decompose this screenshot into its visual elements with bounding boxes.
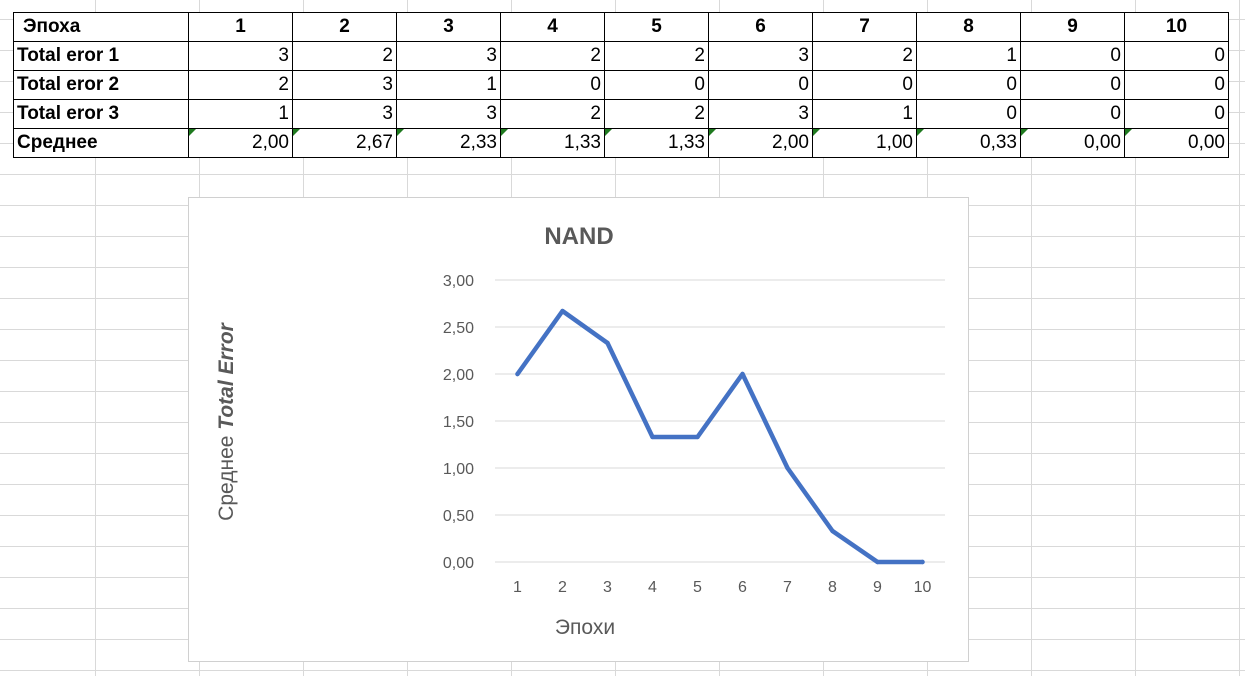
- table-cell[interactable]: 2: [292, 41, 397, 71]
- data-point[interactable]: [560, 308, 565, 314]
- x-tick-label: 1: [513, 579, 522, 596]
- table-cell[interactable]: 1,33: [604, 128, 709, 158]
- table-cell[interactable]: 0: [1020, 99, 1125, 129]
- table-cell[interactable]: 2,33: [396, 128, 501, 158]
- header-row: Эпоха 1 2 3 4 5 6 7 8 9 10: [13, 12, 1229, 42]
- data-point[interactable]: [920, 559, 925, 565]
- data-table: Эпоха 1 2 3 4 5 6 7 8 9 10 Total eror 1 3 2 3 2 2 3 2 1 0 0 To…: [13, 12, 1229, 158]
- table-cell[interactable]: 0,00: [1124, 128, 1229, 158]
- x-tick-label: 9: [873, 579, 882, 596]
- table-cell[interactable]: 2,00: [708, 128, 813, 158]
- row-label[interactable]: Total eror 1: [13, 41, 189, 71]
- data-point[interactable]: [650, 434, 655, 440]
- x-tick-label: 8: [828, 579, 837, 596]
- table-cell[interactable]: 1,33: [500, 128, 605, 158]
- table-cell[interactable]: 0: [604, 70, 709, 100]
- y-axis-title-prefix: Среднее: [215, 430, 238, 521]
- y-tick-label: 2,50: [443, 320, 474, 337]
- header-cell-3[interactable]: 3: [396, 12, 501, 42]
- header-cell-7[interactable]: 7: [812, 12, 917, 42]
- y-tick-label: 0,00: [443, 555, 474, 572]
- x-tick-label: 5: [693, 579, 702, 596]
- chart-container[interactable]: NAND 0,00 0,50 1,00 1,50 2,00 2,50 3,00 1 2 3 4 5 6 7 8…: [188, 197, 969, 662]
- x-tick-label: 7: [783, 579, 792, 596]
- data-point[interactable]: [695, 434, 700, 440]
- table-cell[interactable]: 0: [1124, 99, 1229, 129]
- table-cell[interactable]: 3: [188, 41, 293, 71]
- table-cell[interactable]: 2: [500, 99, 605, 129]
- header-cell-1[interactable]: 1: [188, 12, 293, 42]
- header-cell-2[interactable]: 2: [292, 12, 397, 42]
- table-cell[interactable]: 0: [916, 99, 1021, 129]
- data-point[interactable]: [875, 559, 880, 565]
- table-cell[interactable]: 1: [916, 41, 1021, 71]
- header-cell-8[interactable]: 8: [916, 12, 1021, 42]
- table-cell[interactable]: 1: [188, 99, 293, 129]
- table-cell[interactable]: 1: [812, 99, 917, 129]
- table-cell[interactable]: 0: [1020, 70, 1125, 100]
- row-label[interactable]: Total eror 3: [13, 99, 189, 129]
- x-tick-label: 6: [738, 579, 747, 596]
- header-cell-6[interactable]: 6: [708, 12, 813, 42]
- table-cell[interactable]: 2: [812, 41, 917, 71]
- table-cell[interactable]: 3: [396, 99, 501, 129]
- y-tick-label: 0,50: [443, 508, 474, 525]
- line-chart: NAND 0,00 0,50 1,00 1,50 2,00 2,50 3,00 1 2 3 4 5 6 7 8…: [215, 223, 945, 639]
- table-cell[interactable]: 2,00: [188, 128, 293, 158]
- x-tick-label: 4: [648, 579, 657, 596]
- data-point[interactable]: [605, 340, 610, 346]
- table-cell[interactable]: 0: [1124, 70, 1229, 100]
- table-cell[interactable]: 1: [396, 70, 501, 100]
- table-cell[interactable]: 2,67: [292, 128, 397, 158]
- y-tick-label: 2,00: [443, 367, 474, 384]
- table-cell[interactable]: 0,33: [916, 128, 1021, 158]
- x-tick-label: 10: [914, 579, 932, 596]
- header-cell-4[interactable]: 4: [500, 12, 605, 42]
- y-tick-label: 3,00: [443, 273, 474, 290]
- header-cell-9[interactable]: 9: [1020, 12, 1125, 42]
- series-line[interactable]: [515, 308, 925, 565]
- x-tick-label: 3: [603, 579, 612, 596]
- table-cell[interactable]: 3: [708, 99, 813, 129]
- table-cell[interactable]: 3: [292, 70, 397, 100]
- x-axis-title: Эпохи: [555, 616, 615, 639]
- table-cell[interactable]: 0: [708, 70, 813, 100]
- table-cell[interactable]: 0: [1020, 41, 1125, 71]
- header-cell-10[interactable]: 10: [1124, 12, 1229, 42]
- table-cell[interactable]: 0: [500, 70, 605, 100]
- table-cell[interactable]: 2: [188, 70, 293, 100]
- table-cell[interactable]: 2: [604, 99, 709, 129]
- table-cell[interactable]: 0,00: [1020, 128, 1125, 158]
- table-cell[interactable]: 2: [500, 41, 605, 71]
- table-cell[interactable]: 3: [396, 41, 501, 71]
- row-label[interactable]: Total eror 2: [13, 70, 189, 100]
- y-axis-title-emphasis: Total Error: [215, 321, 238, 429]
- x-tick-label: 2: [558, 579, 567, 596]
- table-row: Среднее 2,00 2,67 2,33 1,33 1,33 2,00 1,00 0,33 0…: [13, 128, 1229, 158]
- table-cell[interactable]: 3: [708, 41, 813, 71]
- y-tick-label: 1,00: [443, 461, 474, 478]
- row-label[interactable]: Среднее: [13, 128, 189, 158]
- table-cell[interactable]: 3: [292, 99, 397, 129]
- data-point[interactable]: [785, 465, 790, 471]
- data-point[interactable]: [515, 371, 520, 377]
- table-cell[interactable]: 0: [916, 70, 1021, 100]
- chart-title: NAND: [544, 223, 613, 250]
- y-axis-title: Среднее Total Error: [215, 321, 238, 521]
- y-tick-label: 1,50: [443, 414, 474, 431]
- data-point[interactable]: [830, 528, 835, 534]
- header-cell-5[interactable]: 5: [604, 12, 709, 42]
- table-cell[interactable]: 0: [812, 70, 917, 100]
- table-cell[interactable]: 0: [1124, 41, 1229, 71]
- table-cell[interactable]: 1,00: [812, 128, 917, 158]
- data-point[interactable]: [740, 371, 745, 377]
- header-cell-epoch[interactable]: Эпоха: [13, 12, 189, 42]
- table-cell[interactable]: 2: [604, 41, 709, 71]
